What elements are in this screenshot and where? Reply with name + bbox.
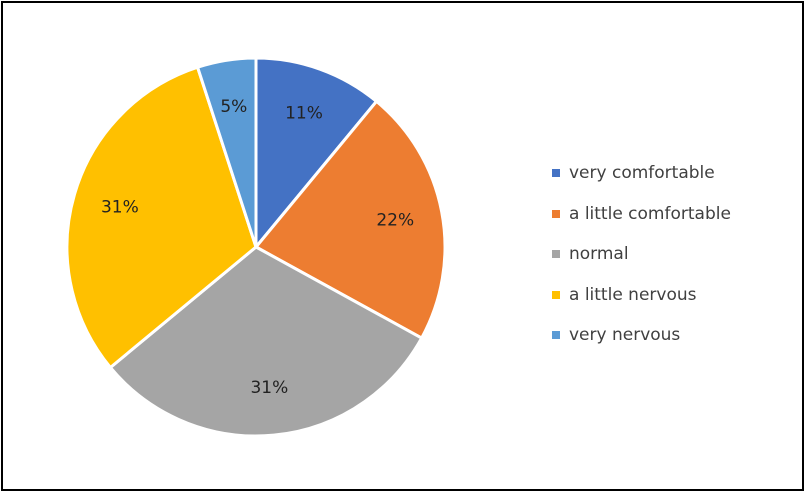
pie-slice bbox=[108, 245, 424, 438]
pie-data-label: 31% bbox=[250, 378, 288, 398]
pie-data-labels: 11% 22% 31% 31% 5% bbox=[101, 97, 414, 398]
legend-label: a little comfortable bbox=[569, 203, 731, 224]
legend-swatch bbox=[552, 290, 560, 299]
legend-swatch bbox=[552, 169, 560, 178]
pie-chart: 11% 22% 31% 31% 5% bbox=[65, 56, 447, 438]
pie-slice bbox=[65, 65, 258, 369]
legend-item: very comfortable bbox=[552, 153, 731, 194]
pie-data-label: 22% bbox=[376, 210, 414, 230]
legend-item: normal bbox=[552, 234, 731, 275]
pie-data-label: 5% bbox=[220, 97, 247, 117]
legend-swatch bbox=[552, 250, 560, 259]
pie-data-label: 31% bbox=[101, 197, 139, 217]
legend-swatch bbox=[552, 209, 560, 218]
legend-swatch bbox=[552, 331, 560, 340]
pie-slice bbox=[196, 56, 258, 249]
pie-slice bbox=[254, 56, 378, 249]
legend-label: very comfortable bbox=[569, 163, 715, 184]
pie-slice bbox=[254, 99, 447, 340]
pie-data-label: 11% bbox=[285, 104, 323, 124]
legend-label: a little nervous bbox=[569, 284, 697, 305]
legend-item: a little nervous bbox=[552, 275, 731, 316]
legend: very comfortable a little comfortable no… bbox=[552, 153, 731, 356]
legend-label: very nervous bbox=[569, 325, 681, 346]
legend-item: very nervous bbox=[552, 315, 731, 356]
legend-item: a little comfortable bbox=[552, 194, 731, 235]
legend-label: normal bbox=[569, 244, 629, 265]
pie-slices bbox=[65, 56, 447, 438]
